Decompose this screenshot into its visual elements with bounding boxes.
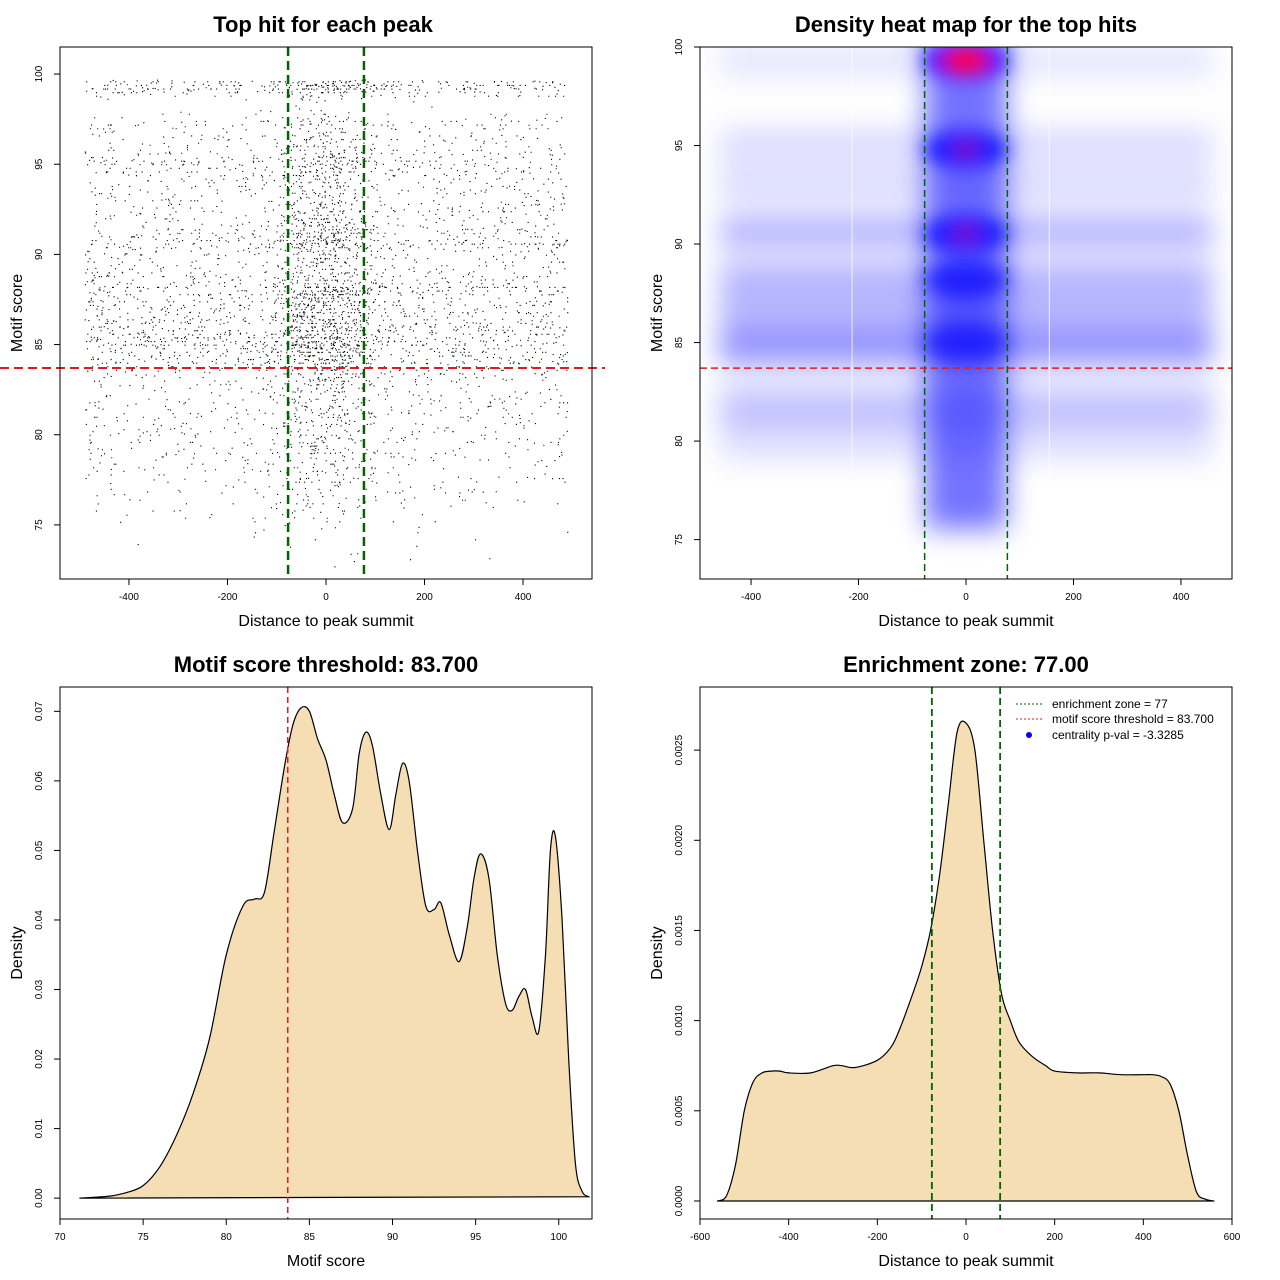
distance-density-y-tick-label: 0.0015 bbox=[674, 915, 685, 946]
heatmap-hotspot-core bbox=[956, 228, 976, 241]
heatmap-panel: Density heat map for the top hits -400 -2… bbox=[649, 12, 1233, 630]
scatter-x-tick-label: -200 bbox=[217, 592, 237, 603]
score-density-x-tick-label: 95 bbox=[470, 1232, 482, 1243]
scatter-points bbox=[84, 79, 569, 568]
scatter-y-tick-label: 100 bbox=[34, 65, 45, 82]
score-density-y-tick-label: 0.06 bbox=[34, 771, 45, 791]
distance-density-panel: Enrichment zone: 77.00 -600 -400 -200 0 200 4… bbox=[649, 652, 1241, 1270]
distance-density-y-tick-label: 0.0025 bbox=[674, 734, 685, 765]
heatmap-x-label: Distance to peak summit bbox=[878, 613, 1054, 630]
distance-density-y-tick-label: 0.0010 bbox=[674, 1005, 685, 1036]
legend: enrichment zone = 77 motif score thresho… bbox=[1016, 697, 1214, 742]
heatmap-y-tick-label: 75 bbox=[674, 534, 685, 546]
distance-density-x-tick-label: 400 bbox=[1135, 1232, 1152, 1243]
scatter-plot-frame bbox=[59, 46, 593, 580]
distance-density-y-tick-label: 0.0005 bbox=[674, 1095, 685, 1126]
score-density-curve bbox=[79, 705, 591, 1199]
legend-pval-label: centrality p-val = -3.3285 bbox=[1052, 728, 1184, 742]
distance-density-x-tick-label: -200 bbox=[867, 1232, 887, 1243]
heatmap-y-tick-label: 100 bbox=[674, 38, 685, 55]
distance-density-y-tick-label: 0.0020 bbox=[674, 825, 685, 856]
score-density-y-tick-label: 0.05 bbox=[34, 840, 45, 860]
heatmap-x-tick-label: 0 bbox=[963, 592, 969, 603]
heatmap-hotspots bbox=[924, 47, 1008, 361]
scatter-y-tick-label: 80 bbox=[34, 429, 45, 441]
score-density-y-tick-label: 0.02 bbox=[34, 1049, 45, 1069]
score-density-y-tick-label: 0.07 bbox=[34, 701, 45, 721]
legend-enrichment-label: enrichment zone = 77 bbox=[1052, 697, 1168, 711]
legend-threshold-label: motif score threshold = 83.700 bbox=[1052, 712, 1214, 726]
score-density-title: Motif score threshold: 83.700 bbox=[174, 652, 478, 677]
scatter-y-label: Motif score bbox=[9, 274, 26, 352]
score-density-y-tick-label: 0.00 bbox=[34, 1188, 45, 1208]
score-density-area-fill bbox=[80, 706, 589, 1199]
scatter-y-tick-label: 85 bbox=[34, 339, 45, 351]
scatter-x-tick-label: -400 bbox=[119, 592, 139, 603]
heatmap-hotspot-core bbox=[942, 47, 990, 74]
score-density-y-tick-label: 0.04 bbox=[34, 910, 45, 930]
heatmap-hotspot bbox=[924, 261, 1008, 298]
score-density-y-label: Density bbox=[9, 926, 26, 979]
scatter-x-tick-label: 400 bbox=[515, 592, 532, 603]
heatmap-x-tick-label: 200 bbox=[1065, 592, 1082, 603]
score-density-x-tick-label: 75 bbox=[138, 1232, 150, 1243]
distance-density-y-tick-label: 0.0000 bbox=[674, 1185, 685, 1216]
heatmap-y-tick-label: 80 bbox=[674, 435, 685, 447]
scatter-x-tick-label: 200 bbox=[416, 592, 433, 603]
score-density-y-tick-label: 0.01 bbox=[34, 1118, 45, 1138]
scatter-point-cloud bbox=[84, 79, 569, 568]
distance-density-x-tick-label: 600 bbox=[1224, 1232, 1241, 1243]
heatmap-x-tick-label: 400 bbox=[1173, 592, 1190, 603]
score-density-x-tick-label: 100 bbox=[550, 1232, 567, 1243]
distance-density-x-tick-label: -400 bbox=[779, 1232, 799, 1243]
distance-density-title: Enrichment zone: 77.00 bbox=[843, 652, 1089, 677]
score-density-x-tick-label: 80 bbox=[221, 1232, 233, 1243]
score-density-x-tick-label: 90 bbox=[387, 1232, 399, 1243]
distance-density-x-tick-label: 200 bbox=[1046, 1232, 1063, 1243]
score-density-panel: Motif score threshold: 83.700 70 75 80 85 90… bbox=[9, 652, 593, 1270]
heatmap-hotspot bbox=[924, 324, 1008, 361]
scatter-title: Top hit for each peak bbox=[213, 12, 433, 37]
score-density-y-tick-label: 0.03 bbox=[34, 979, 45, 999]
heatmap-x-tick-label: -400 bbox=[741, 592, 761, 603]
distance-density-x-tick-label: 0 bbox=[963, 1232, 969, 1243]
scatter-panel: Top hit for each peak -400 -200 0 200 400 75… bbox=[0, 12, 605, 630]
score-density-x-tick-label: 85 bbox=[304, 1232, 316, 1243]
heatmap-hotspot-core bbox=[956, 143, 976, 156]
distance-density-curve bbox=[717, 720, 1215, 1203]
scatter-y-tick-label: 75 bbox=[34, 519, 45, 531]
legend-pval-point bbox=[1026, 732, 1032, 738]
scatter-y-tick-label: 90 bbox=[34, 248, 45, 260]
heatmap-y-tick-label: 95 bbox=[674, 140, 685, 152]
distance-density-x-label: Distance to peak summit bbox=[878, 1253, 1054, 1270]
distance-density-area-fill bbox=[717, 721, 1215, 1201]
distance-density-x-tick-label: -600 bbox=[690, 1232, 710, 1243]
score-density-x-label: Motif score bbox=[287, 1253, 365, 1270]
heatmap-title: Density heat map for the top hits bbox=[795, 12, 1137, 37]
scatter-x-label: Distance to peak summit bbox=[238, 613, 414, 630]
heatmap-y-tick-label: 85 bbox=[674, 337, 685, 349]
scatter-x-tick-label: 0 bbox=[323, 592, 329, 603]
heatmap-y-label: Motif score bbox=[649, 274, 666, 352]
distance-density-y-label: Density bbox=[649, 926, 666, 979]
heatmap-y-tick-label: 90 bbox=[674, 238, 685, 250]
heatmap-x-tick-label: -200 bbox=[849, 592, 869, 603]
scatter-y-tick-label: 95 bbox=[34, 158, 45, 170]
score-density-x-tick-label: 70 bbox=[54, 1232, 66, 1243]
heatmap-low-score-band bbox=[720, 378, 1212, 461]
